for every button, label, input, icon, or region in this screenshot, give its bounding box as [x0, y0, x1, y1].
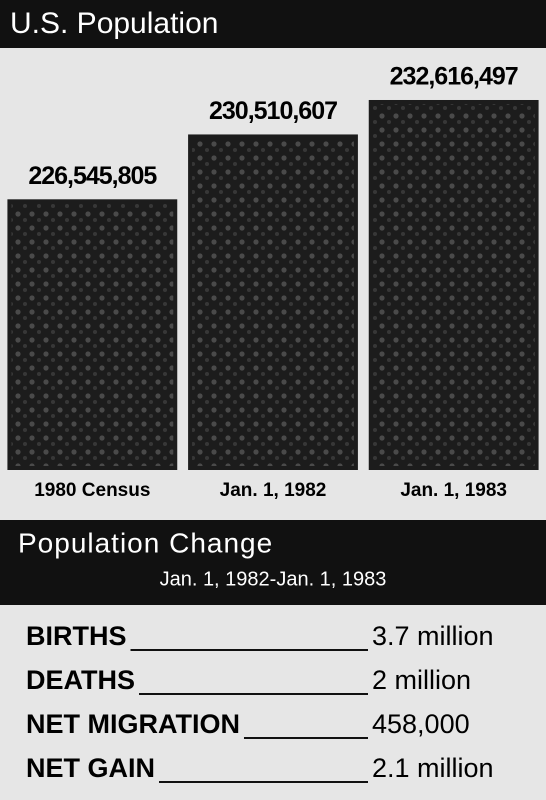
- bar-texture: [373, 104, 535, 466]
- row-label: DEATHS: [26, 665, 135, 695]
- value-label: 232,616,497: [390, 63, 518, 91]
- table-subtitle: Jan. 1, 1982-Jan. 1, 1983: [160, 568, 387, 590]
- row-label: NET GAIN: [26, 753, 155, 783]
- value-label: 226,545,805: [28, 162, 157, 190]
- bar-texture: [11, 203, 173, 466]
- bar-texture: [192, 138, 354, 466]
- x-tick-label: Jan. 1, 1983: [400, 480, 507, 501]
- page: U.S. Population Population Change Jan. 1…: [0, 0, 546, 800]
- row-value: 2.1 million: [372, 753, 494, 783]
- value-label: 230,510,607: [209, 97, 337, 125]
- x-tick-label: Jan. 1, 1982: [220, 480, 327, 501]
- chart-title: U.S. Population: [10, 7, 218, 40]
- chart: U.S. Population Population Change Jan. 1…: [0, 0, 546, 800]
- row-value: 458,000: [372, 709, 470, 739]
- row-label: BIRTHS: [26, 621, 127, 651]
- row-value: 2 million: [372, 665, 471, 695]
- x-tick-label: 1980 Census: [34, 480, 150, 501]
- table-title: Population Change: [18, 527, 273, 558]
- row-label: NET MIGRATION: [26, 709, 240, 739]
- row-value: 3.7 million: [372, 621, 494, 651]
